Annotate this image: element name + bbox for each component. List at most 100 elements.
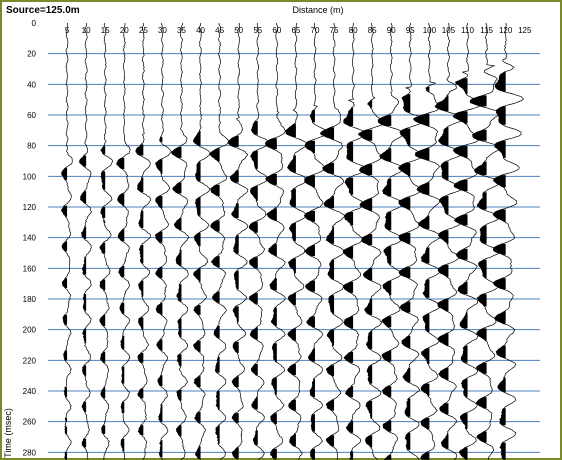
trace-110-fill	[460, 413, 468, 429]
trace-75-fill	[320, 127, 335, 140]
trace-90-fill	[382, 386, 392, 398]
trace-120-fill	[497, 377, 506, 393]
trace-95-fill	[401, 94, 411, 113]
trace-35-fill	[171, 146, 182, 158]
y-tick-60: 60	[27, 111, 36, 120]
trace-55-fill	[250, 327, 258, 340]
trace-15	[99, 22, 114, 460]
trace-75-fill	[326, 365, 335, 377]
trace-95-fill	[398, 197, 411, 210]
trace-85-fill	[364, 299, 373, 315]
y-tick-labels: 0 20 40 60 80 100 120 140 160 180 200 220 240 260 280	[23, 19, 37, 457]
trace-45-fill	[214, 326, 220, 339]
trace-120-fill	[499, 442, 506, 460]
trace-60-fill	[265, 138, 277, 150]
trace-25-fill	[139, 245, 144, 264]
trace-25-fill	[138, 210, 144, 228]
trace-95-fill	[401, 335, 411, 349]
trace-15-fill	[103, 220, 106, 223]
trace-45	[209, 22, 230, 460]
trace-80-fill	[346, 420, 354, 433]
x-tick-75: 75	[330, 26, 339, 35]
trace-30-fill	[156, 339, 163, 351]
trace-105-fill	[437, 333, 449, 346]
trace-70-fill	[310, 448, 315, 460]
trace-120-fill	[499, 408, 506, 426]
trace-10-fill	[81, 226, 87, 239]
trace-90-fill	[383, 420, 392, 432]
trace-95-fill	[403, 367, 411, 383]
trace-100-fill	[416, 182, 430, 195]
trace-30-fill	[155, 159, 163, 174]
trace-15-fill	[101, 171, 106, 190]
trace-70-fill	[304, 175, 315, 188]
trace-90-fill	[382, 280, 392, 296]
trace-55-fill	[249, 292, 258, 304]
trace-50-fill	[231, 203, 239, 218]
trace-120-fill	[493, 175, 506, 188]
trace-15-fill	[101, 425, 106, 434]
trace-110-fill	[459, 447, 468, 460]
trace-60-fill	[268, 243, 277, 257]
trace-5-fill	[64, 387, 68, 398]
trace-100-fill	[421, 247, 430, 264]
trace-110-fill	[455, 78, 468, 95]
trace-10-fill	[83, 294, 87, 312]
trace-40-fill	[193, 340, 201, 352]
y-tick-220: 220	[23, 356, 37, 365]
trace-120-fill	[493, 209, 506, 222]
y-tick-100: 100	[23, 172, 37, 181]
trace-40-fill	[193, 305, 201, 315]
trace-65-fill	[285, 123, 296, 138]
trace-105-fill	[441, 433, 449, 449]
trace-105-fill	[435, 95, 449, 112]
trace-100-fill	[420, 418, 430, 429]
x-tick-120: 120	[499, 26, 513, 35]
trace-55	[248, 22, 270, 460]
trace-65-fill	[287, 155, 296, 173]
trace-50-fill	[232, 447, 239, 459]
trace-120-fill	[493, 278, 506, 290]
trace-80-fill	[343, 351, 354, 363]
trace-30-fill	[158, 404, 163, 422]
trace-50-fill	[233, 235, 239, 254]
trace-115-fill	[474, 161, 487, 176]
trace-25-fill	[138, 280, 144, 297]
trace-110-fill	[456, 248, 468, 260]
trace-65-fill	[289, 188, 296, 207]
trace-80-fill	[345, 386, 354, 398]
trace-85-fill	[360, 198, 373, 211]
trace-20	[116, 22, 131, 460]
trace-55-fill	[250, 150, 258, 169]
trace-35	[171, 22, 190, 460]
trace-80-fill	[344, 316, 354, 329]
x-tick-10: 10	[82, 26, 91, 35]
trace-55-fill	[251, 121, 258, 135]
trace-20-fill	[121, 438, 125, 452]
trace-45-fill	[211, 256, 220, 268]
trace-120-fill	[496, 345, 506, 358]
trace-60-fill	[270, 413, 277, 425]
trace-40-fill	[195, 197, 201, 216]
trace-40-fill	[195, 446, 201, 459]
trace-75-fill	[327, 329, 335, 346]
trace-20-fill	[117, 193, 125, 206]
gridlines	[48, 53, 540, 453]
trace-100-fill	[420, 452, 430, 460]
trace-45-fill	[212, 291, 220, 303]
trace-100-fill	[423, 279, 430, 298]
x-tick-125: 125	[518, 26, 532, 35]
y-tick-260: 260	[23, 418, 37, 427]
trace-95-fill	[404, 398, 411, 417]
trace-15-fill	[99, 279, 106, 291]
x-tick-50: 50	[234, 26, 243, 35]
trace-10-fill	[82, 328, 87, 344]
trace-115-fill	[477, 192, 487, 210]
trace-105-fill	[438, 127, 449, 146]
trace-30-fill	[155, 196, 163, 209]
trace-40	[192, 22, 211, 460]
trace-55-fill	[251, 364, 258, 376]
trace-60-fill	[266, 208, 277, 221]
trace-5-fill	[65, 418, 68, 422]
